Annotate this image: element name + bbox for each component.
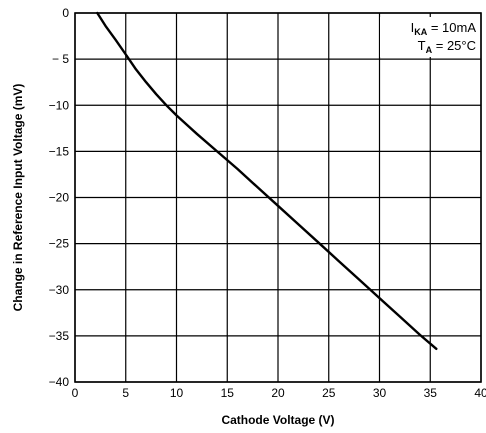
y-axis-label: Change in Reference Input Voltage (mV) (11, 84, 25, 312)
x-tick-label: 15 (221, 386, 235, 400)
x-tick-label: 40 (474, 386, 486, 400)
y-tick-label: −40 (49, 375, 70, 389)
plot-frame (74, 12, 482, 383)
series-line (96, 11, 438, 350)
y-tick-label: −10 (49, 98, 70, 112)
y-tick-label: −30 (49, 283, 70, 297)
y-tick-label: − 5 (52, 52, 69, 66)
y-tick-label: −20 (49, 191, 70, 205)
x-tick-label: 35 (424, 386, 438, 400)
annotation-ika: IKA = 10mA (411, 20, 477, 37)
x-tick-label: 25 (322, 386, 336, 400)
x-tick-label: 30 (373, 386, 387, 400)
annotation-box (380, 17, 478, 57)
y-tick-labels: 0 − 5 −10 −15 −20 −25 −30 −35 −40 (49, 6, 70, 389)
y-tick-label: −35 (49, 329, 70, 343)
y-tick-label: −15 (49, 144, 70, 158)
annotation-ta: TA = 25°C (418, 38, 476, 55)
x-tick-label: 0 (72, 386, 79, 400)
y-tick-label: 0 (62, 6, 69, 20)
x-tick-labels: 0 5 10 15 20 25 30 35 40 (72, 386, 486, 400)
x-axis-label: Cathode Voltage (V) (221, 413, 334, 427)
y-tick-label: −25 (49, 237, 70, 251)
x-tick-label: 5 (122, 386, 129, 400)
x-tick-label: 10 (170, 386, 184, 400)
x-tick-label: 20 (271, 386, 285, 400)
